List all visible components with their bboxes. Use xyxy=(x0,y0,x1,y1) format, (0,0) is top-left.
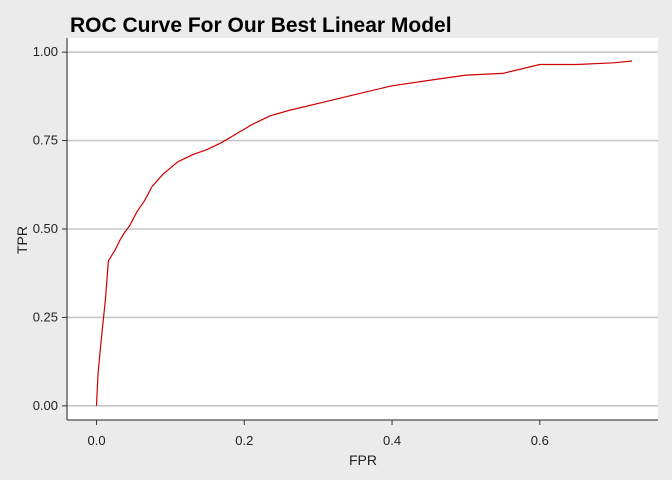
chart-title: ROC Curve For Our Best Linear Model xyxy=(70,14,452,37)
x-tick-label: 0.4 xyxy=(383,433,401,448)
y-tick-label: 0.50 xyxy=(33,221,58,236)
y-ticks: 0.00 0.25 0.50 0.75 1.00 xyxy=(33,44,67,413)
x-tick-label: 0.6 xyxy=(531,433,549,448)
roc-curve-line xyxy=(95,60,633,406)
series-group xyxy=(95,60,633,406)
x-tick-label: 0.2 xyxy=(235,433,253,448)
y-tick-label: 0.00 xyxy=(33,398,58,413)
y-tick-label: 0.25 xyxy=(33,309,58,324)
x-ticks: 0.0 0.2 0.4 0.6 xyxy=(88,420,549,448)
y-tick-label: 0.75 xyxy=(33,133,58,148)
grid-lines xyxy=(67,51,658,407)
x-tick-label: 0.0 xyxy=(88,433,106,448)
y-axis-label: TPR xyxy=(14,226,30,254)
x-axis-label: FPR xyxy=(349,452,377,468)
y-tick-label: 1.00 xyxy=(33,44,58,59)
